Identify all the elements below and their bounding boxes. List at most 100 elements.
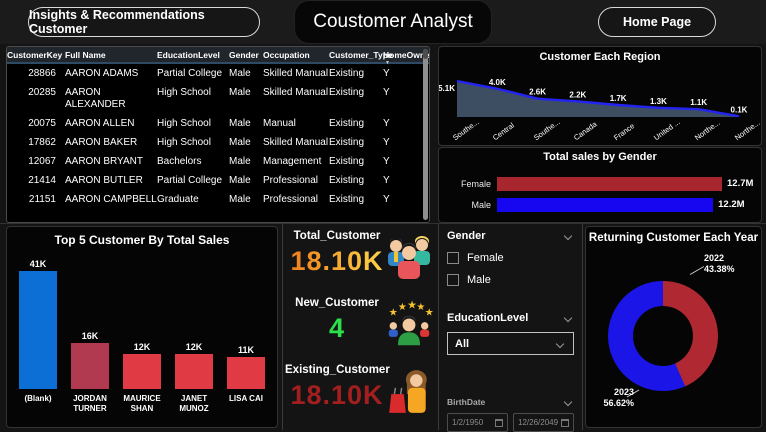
- region-category-axis: Southe... Central Southe... Canada France Uni…: [439, 117, 763, 145]
- gender-bar[interactable]: [497, 176, 722, 191]
- gender-bars: Female 12.7M Male 12.2M: [439, 173, 761, 215]
- table-cell: AARON ADAMS: [65, 68, 139, 79]
- table-cell: AARON ALLEN: [65, 118, 135, 129]
- calendar-icon: [495, 418, 503, 427]
- gender-bar-value: 12.7M: [727, 178, 754, 189]
- table-cell: Existing: [329, 175, 365, 186]
- top5-bar[interactable]: [227, 357, 265, 389]
- table-cell: Partial College: [157, 175, 223, 186]
- top5-value-label: 16K: [81, 330, 99, 341]
- table-cell: Male: [229, 118, 251, 129]
- male-checkbox[interactable]: [447, 274, 459, 286]
- birthdate-filter-label: BirthDate: [447, 397, 486, 407]
- table-cell: Male: [229, 68, 251, 79]
- top5-bar[interactable]: [71, 342, 109, 389]
- top5-bar[interactable]: [19, 271, 57, 389]
- birthdate-start-input[interactable]: 1/2/1950: [447, 413, 508, 432]
- table-row[interactable]: 21414 AARON BUTLER Partial College Male Prof…: [7, 171, 429, 190]
- table-row[interactable]: 17862 AARON BAKER High School Male Skilled M…: [7, 133, 429, 152]
- customer-analyst-tab-label: Coustomer Analyst: [313, 11, 473, 32]
- table-cell: Y: [383, 156, 390, 167]
- table-cell: High School: [157, 87, 211, 98]
- top5-bar[interactable]: [123, 354, 161, 389]
- birthdate-start-value: 1/2/1950: [452, 418, 484, 427]
- education-level-dropdown[interactable]: All: [447, 332, 574, 355]
- top5-value-label: 12K: [133, 342, 151, 353]
- table-row[interactable]: 12067 AARON BRYANT Bachelors Male Management…: [7, 152, 429, 171]
- table-cell: Y: [383, 175, 390, 186]
- home-page-tab-button[interactable]: Home Page: [598, 7, 716, 37]
- column-header-occupation[interactable]: Occupation: [263, 50, 310, 60]
- filter-panel: Gender Female Male EducationLevel All Bi…: [441, 226, 580, 432]
- education-filter-label: EducationLevel: [447, 312, 529, 324]
- table-row[interactable]: 21151 AARON CAMPBELL Graduate Male Professio…: [7, 190, 429, 209]
- gender-bar-label: Male: [471, 199, 491, 210]
- top5-bar-slot: 12K: [119, 251, 165, 389]
- region-value-label: 2.6K: [529, 88, 546, 97]
- chevron-down-icon: [555, 339, 565, 348]
- top5-bars: 41K 16K 12K 12K 11K: [7, 251, 277, 389]
- returning-customer-panel: Returning Customer Each Year 2022 43.38%…: [585, 226, 762, 428]
- kpi-panel: Total_Customer 18.10K New_Customer 4 ★ ★ …: [285, 226, 435, 428]
- table-cell: 17862: [28, 137, 56, 148]
- kpi-existing-customer: Existing_Customer 18.10K: [285, 360, 435, 427]
- chevron-down-icon: [563, 397, 573, 407]
- region-value-label: 4.0K: [489, 78, 506, 87]
- kpi-value-2: 18.10K: [290, 380, 384, 410]
- birthdate-range-inputs: 1/2/1950 12/26/2049: [447, 413, 574, 432]
- vertical-divider: [282, 224, 283, 430]
- horizontal-divider: [0, 223, 766, 224]
- table-cell: Male: [229, 156, 251, 167]
- top5-bar-slot: 11K: [223, 251, 269, 389]
- svg-text:★: ★: [407, 299, 417, 311]
- table-cell: 12067: [28, 156, 56, 167]
- customer-analyst-tab[interactable]: Coustomer Analyst: [295, 1, 491, 43]
- column-header-educationlevel[interactable]: EducationLevel: [157, 50, 220, 60]
- column-header-customertype[interactable]: Customer_Type: [329, 50, 393, 60]
- table-cell: Management: [263, 156, 322, 167]
- top5-bar-slot: 16K: [67, 251, 113, 389]
- region-chart-title: Customer Each Region: [539, 51, 661, 63]
- top5-value-label: 11K: [237, 345, 254, 356]
- female-checkbox[interactable]: [447, 252, 459, 264]
- returning-customer-donut[interactable]: [608, 281, 718, 391]
- gender-filter-header[interactable]: Gender: [447, 230, 574, 242]
- gender-option-male[interactable]: Male: [447, 274, 574, 286]
- education-filter-header[interactable]: EducationLevel: [447, 312, 574, 324]
- table-cell: Y: [383, 118, 390, 129]
- table-cell: Existing: [329, 118, 365, 129]
- column-header-homeowner[interactable]: HomeOwner ▼: [383, 50, 429, 66]
- insights-recommendations-tab-button[interactable]: Insights & Recommendations Customer: [28, 7, 260, 37]
- gender-bar[interactable]: [497, 197, 714, 212]
- table-scrollbar[interactable]: [423, 49, 428, 220]
- education-selected-value: All: [455, 337, 470, 350]
- table-cell: AARON CAMPBELL: [65, 194, 157, 205]
- table-row[interactable]: 28866 AARON ADAMS Partial College Male Skill…: [7, 64, 429, 83]
- homeowner-header-label: HomeOwner: [383, 50, 430, 60]
- top5-bar[interactable]: [175, 354, 213, 389]
- column-header-customerkey[interactable]: CustomerKey: [7, 50, 63, 60]
- kpi-label: New_Customer: [295, 297, 379, 309]
- table-scrollbar-thumb[interactable]: [423, 49, 428, 59]
- column-header-gender[interactable]: Gender: [229, 50, 259, 60]
- svg-text:★: ★: [425, 308, 433, 319]
- slice-2023-percent: 56.62%: [603, 398, 634, 408]
- birthdate-end-input[interactable]: 12/26/2049: [513, 413, 574, 432]
- customer-each-region-panel: Customer Each Region 5.1K 4.0K 2.6K 2.2K 1.7…: [438, 46, 762, 146]
- region-area-svg[interactable]: 5.1K 4.0K 2.6K 2.2K 1.7K 1.3K 1.1K 0.1K: [439, 65, 763, 117]
- table-cell: 21414: [28, 175, 56, 186]
- table-row[interactable]: 20285 AARON ALEXANDER High School Male Skill…: [7, 83, 429, 114]
- table-cell: Y: [383, 137, 390, 148]
- sort-descending-icon: ▼: [385, 60, 390, 66]
- table-cell: Existing: [329, 87, 365, 98]
- table-row[interactable]: 20075 AARON ALLEN High School Male Manual Exi…: [7, 114, 429, 133]
- column-header-fullname[interactable]: Full Name: [65, 50, 106, 60]
- region-value-label: 2.2K: [569, 90, 586, 99]
- table-cell: Y: [383, 87, 390, 98]
- gender-option-female[interactable]: Female: [447, 252, 574, 264]
- birthdate-filter-header[interactable]: BirthDate: [447, 397, 574, 407]
- slice-2023-label: 2023: [613, 387, 634, 397]
- top5-category-label: MAURICE SHAN: [123, 394, 161, 413]
- kpi-total-customer: Total_Customer 18.10K: [285, 226, 435, 293]
- table-cell: Partial College: [157, 68, 223, 79]
